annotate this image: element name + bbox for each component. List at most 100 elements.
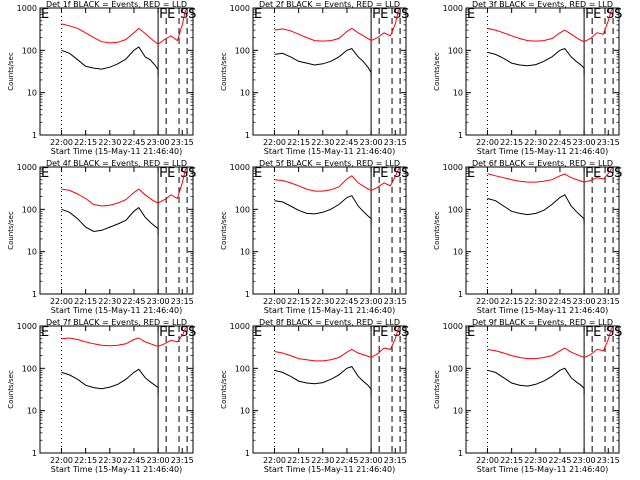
- x-tick-label: 22:15: [74, 297, 97, 306]
- event-marker-label: S: [180, 325, 188, 340]
- x-tick-label: 22:45: [122, 456, 145, 465]
- event-marker-label: E: [467, 325, 475, 340]
- x-tick-label: 22:00: [476, 456, 499, 465]
- x-tick-label: 22:00: [476, 138, 499, 147]
- x-tick-label: 23:15: [384, 297, 407, 306]
- y-tick-label: 1: [32, 131, 37, 140]
- series-line-events: [487, 48, 585, 69]
- y-tick-label: 1000: [17, 322, 37, 331]
- y-axis-label: Counts/sec: [433, 211, 441, 250]
- x-tick-label: 22:30: [98, 138, 121, 147]
- plot-frame: [465, 166, 620, 295]
- series-line-lld: [274, 9, 399, 42]
- plot-frame: [252, 166, 407, 295]
- series-line-events: [487, 367, 585, 389]
- plot-frame: [252, 7, 407, 136]
- y-axis-label: Counts/sec: [220, 211, 228, 250]
- event-marker-label: S: [614, 325, 622, 340]
- x-tick-label: 23:00: [573, 456, 596, 465]
- series-line-lld: [274, 168, 399, 192]
- y-axis-label: Counts/sec: [7, 370, 15, 409]
- x-tick-label: 23:15: [597, 456, 620, 465]
- series-line-lld: [61, 9, 186, 45]
- event-marker-label: S: [393, 166, 401, 181]
- event-marker-label: S: [401, 7, 409, 22]
- y-tick-label: 10: [27, 407, 37, 416]
- series-line-lld: [487, 168, 612, 183]
- event-marker-label: F: [585, 166, 592, 181]
- event-marker-label: S: [188, 7, 196, 22]
- x-tick-label: 22:15: [74, 456, 97, 465]
- x-tick-label: 23:15: [384, 456, 407, 465]
- chart-panel-6: Det 6f BLACK = Events, RED = LLD 1 10 100 10…: [433, 159, 622, 315]
- event-marker-label: S: [188, 166, 196, 181]
- x-axis-label: Start Time (15-May-11 21:46:40): [264, 306, 395, 315]
- y-tick-label: 10: [240, 248, 250, 257]
- x-tick-label: 22:00: [50, 297, 73, 306]
- x-tick-label: 23:00: [147, 297, 170, 306]
- y-tick-label: 100: [22, 205, 37, 214]
- y-axis-label: Counts/sec: [220, 370, 228, 409]
- x-tick-label: 22:30: [98, 297, 121, 306]
- y-tick-label: 1: [245, 131, 250, 140]
- x-tick-label: 22:30: [524, 138, 547, 147]
- x-tick-label: 22:30: [98, 456, 121, 465]
- plot-frame: [465, 325, 620, 454]
- plot-frame: [39, 325, 194, 454]
- chart-panel-5: Det 5f BLACK = Events, RED = LLD 1 10 100 10…: [220, 159, 409, 315]
- chart-title: Det 1f BLACK = Events, RED = LLD: [46, 0, 187, 9]
- chart-title: Det 4f BLACK = Events, RED = LLD: [46, 159, 187, 168]
- y-tick-label: 100: [22, 364, 37, 373]
- y-tick-label: 100: [235, 364, 250, 373]
- event-marker-label: E: [41, 7, 49, 22]
- y-axis-label: Counts/sec: [7, 52, 15, 91]
- y-tick-label: 1000: [17, 4, 37, 13]
- event-marker-label: F: [585, 7, 592, 22]
- event-marker-label: F: [372, 166, 379, 181]
- event-marker-label: E: [167, 166, 175, 181]
- series-line-lld: [487, 327, 612, 360]
- event-marker-label: S: [614, 7, 622, 22]
- y-axis-label: Counts/sec: [220, 52, 228, 91]
- chart-panel-1: Det 1f BLACK = Events, RED = LLD 1 10 100 10…: [7, 0, 196, 156]
- event-marker-label: E: [593, 166, 601, 181]
- x-tick-label: 22:45: [548, 456, 571, 465]
- chart-title: Det 6f BLACK = Events, RED = LLD: [472, 159, 613, 168]
- x-tick-label: 22:45: [122, 297, 145, 306]
- y-tick-label: 1: [458, 290, 463, 299]
- chart-title: Det 8f BLACK = Events, RED = LLD: [259, 318, 400, 327]
- x-tick-label: 22:45: [335, 456, 358, 465]
- x-axis-label: Start Time (15-May-11 21:46:40): [51, 306, 182, 315]
- y-tick-label: 1: [458, 131, 463, 140]
- event-marker-label: E: [167, 325, 175, 340]
- x-tick-label: 22:30: [524, 297, 547, 306]
- y-tick-label: 1: [32, 449, 37, 458]
- event-marker-label: E: [380, 7, 388, 22]
- y-tick-label: 1: [458, 449, 463, 458]
- series-line-lld: [61, 327, 186, 347]
- y-tick-label: 100: [448, 364, 463, 373]
- x-axis-label: Start Time (15-May-11 21:46:40): [51, 465, 182, 474]
- event-marker-label: S: [401, 325, 409, 340]
- y-tick-label: 1: [32, 290, 37, 299]
- x-tick-label: 22:00: [50, 456, 73, 465]
- x-tick-label: 22:00: [50, 138, 73, 147]
- chart-panel-8: Det 8f BLACK = Events, RED = LLD 1 10 100 10…: [220, 318, 409, 474]
- x-tick-label: 23:15: [597, 297, 620, 306]
- x-tick-label: 22:30: [311, 138, 334, 147]
- x-tick-label: 22:00: [263, 456, 286, 465]
- x-tick-label: 23:00: [147, 138, 170, 147]
- y-tick-label: 1000: [443, 322, 463, 331]
- chart-title: Det 7f BLACK = Events, RED = LLD: [46, 318, 187, 327]
- event-marker-label: F: [159, 7, 166, 22]
- y-tick-label: 10: [453, 89, 463, 98]
- x-axis-label: Start Time (15-May-11 21:46:40): [477, 147, 608, 156]
- y-tick-label: 1000: [230, 322, 250, 331]
- event-marker-label: F: [372, 325, 379, 340]
- event-marker-label: E: [167, 7, 175, 22]
- x-tick-label: 22:45: [335, 297, 358, 306]
- event-marker-label: E: [254, 325, 262, 340]
- x-tick-label: 22:15: [287, 456, 310, 465]
- series-line-lld: [274, 327, 399, 362]
